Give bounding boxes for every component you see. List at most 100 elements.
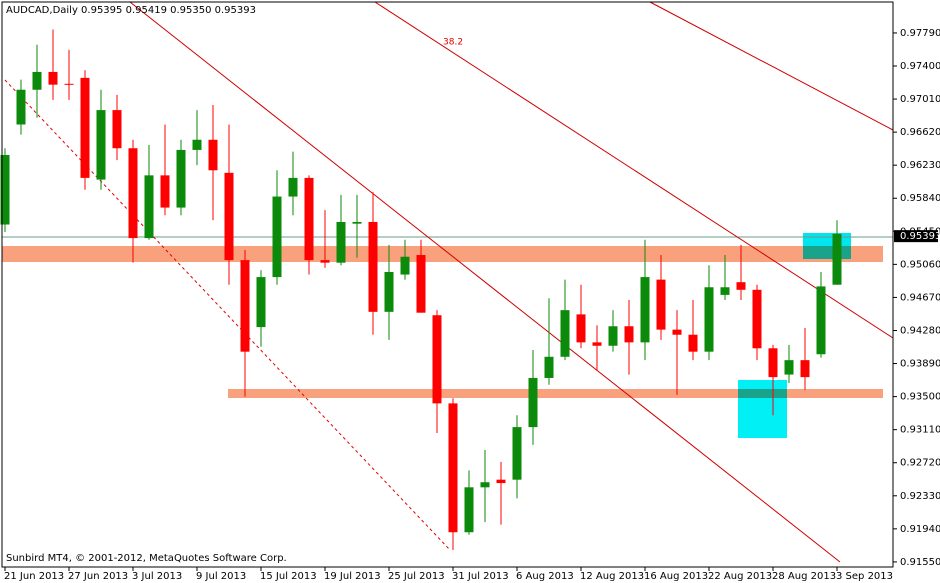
y-tick-label: 0.96620 [900, 127, 940, 138]
candle-body [720, 287, 730, 295]
candle-body [672, 329, 682, 335]
candle-body [752, 289, 762, 349]
candle-body [432, 315, 442, 404]
candle-body [0, 155, 10, 225]
candle-body [336, 221, 346, 263]
support-zone [228, 389, 883, 398]
y-tick-label: 0.96230 [900, 160, 940, 171]
candle-body [416, 255, 426, 313]
candle-body [816, 286, 826, 355]
x-tick-label: 3 Sep 2013 [836, 571, 893, 582]
y-tick-label: 0.92330 [900, 491, 940, 502]
plot-frame [1, 1, 894, 568]
candle-body [176, 149, 186, 208]
footer: Sunbird MT4, © 2001-2012, MetaQuotes Sof… [6, 553, 287, 564]
y-tick-label: 0.95060 [900, 259, 940, 270]
x-tick-label: 12 Aug 2013 [580, 571, 644, 582]
candle-body [112, 110, 122, 149]
plot [0, 29, 842, 551]
x-tick-label: 31 Jul 2013 [452, 571, 509, 582]
candle-body [560, 310, 570, 357]
x-tick-label: 19 Jul 2013 [324, 571, 381, 582]
x-tick-label: 22 Aug 2013 [708, 571, 772, 582]
candle-body [528, 377, 538, 428]
candle-body [544, 356, 554, 378]
drawings [2, 1, 894, 563]
candle-body [128, 148, 138, 239]
candle-body [576, 314, 586, 343]
candle-body [688, 334, 698, 352]
y-tick-label: 0.93110 [900, 425, 940, 436]
candle-body [592, 342, 602, 346]
candle-body [448, 403, 458, 533]
y-tick-label: 0.97400 [900, 61, 940, 72]
candle-body [16, 89, 26, 125]
candle-body [736, 282, 746, 290]
candle-body [464, 487, 474, 533]
candle-body [144, 175, 154, 239]
x-tick-label: 16 Aug 2013 [644, 571, 708, 582]
y-tick-label: 0.94280 [900, 325, 940, 336]
candle-body [352, 221, 362, 224]
candle-body [272, 196, 282, 278]
candle-body [384, 271, 394, 312]
highlight-box [738, 380, 787, 438]
candle-body [32, 71, 42, 90]
trend-line [129, 1, 841, 563]
y-tick-label: 0.94670 [900, 292, 940, 303]
candle-body [96, 110, 106, 180]
candle-body [320, 260, 330, 263]
candle-body [304, 177, 314, 261]
candle-body [656, 279, 666, 330]
candle-body [48, 71, 58, 85]
highlight-overlap [803, 246, 851, 259]
y-tick-label: 0.97790 [900, 28, 940, 39]
trend-line [649, 1, 894, 131]
chart-title: AUDCAD,Daily 0.95395 0.95419 0.95350 0.9… [6, 5, 256, 16]
candle-body [160, 175, 170, 208]
y-tick-label: 0.97010 [900, 94, 940, 105]
y-tick-label: 0.91940 [900, 524, 940, 535]
candle-body [784, 360, 794, 375]
highlight-overlap [738, 389, 787, 398]
x-tick-label: 21 Jun 2013 [4, 571, 64, 582]
x-tick-label: 9 Jul 2013 [196, 571, 246, 582]
x-tick-label: 28 Aug 2013 [772, 571, 836, 582]
candle-body [480, 482, 490, 488]
y-tick-label: 0.93500 [900, 392, 940, 403]
candle-body [256, 277, 266, 328]
price-tag-label: 0.95393 [900, 231, 940, 242]
candle-body [624, 326, 634, 343]
y-tick-label: 0.95840 [900, 193, 940, 204]
candle-body [64, 83, 74, 85]
candle-body [608, 326, 618, 346]
candle-body [80, 77, 90, 178]
candle-body [224, 172, 234, 261]
y-tick-label: 0.92720 [900, 458, 940, 469]
y-tick-label: 0.91550 [900, 557, 940, 568]
x-tick-label: 25 Jul 2013 [388, 571, 445, 582]
candle-body [192, 139, 202, 150]
fib-label: 38.2 [443, 38, 463, 48]
y-tick-label: 0.93890 [900, 359, 940, 370]
candle-body [512, 427, 522, 480]
x-tick-label: 6 Aug 2013 [516, 571, 574, 582]
candle-body [400, 256, 410, 275]
resistance-zone [2, 246, 883, 262]
candle-body [368, 221, 378, 312]
x-tick-label: 3 Jul 2013 [132, 571, 182, 582]
price-tag [894, 230, 938, 243]
candle-body [832, 233, 842, 285]
x-tick-label: 27 Jun 2013 [68, 571, 128, 582]
candle-body [288, 177, 298, 197]
candle-body [640, 277, 650, 343]
x-tick-label: 15 Jul 2013 [260, 571, 317, 582]
candle-body [704, 287, 714, 352]
candle-body [208, 139, 218, 171]
trend-line [374, 1, 894, 339]
candle-body [768, 348, 778, 378]
candle-body [496, 479, 506, 484]
candle-body [240, 260, 250, 352]
